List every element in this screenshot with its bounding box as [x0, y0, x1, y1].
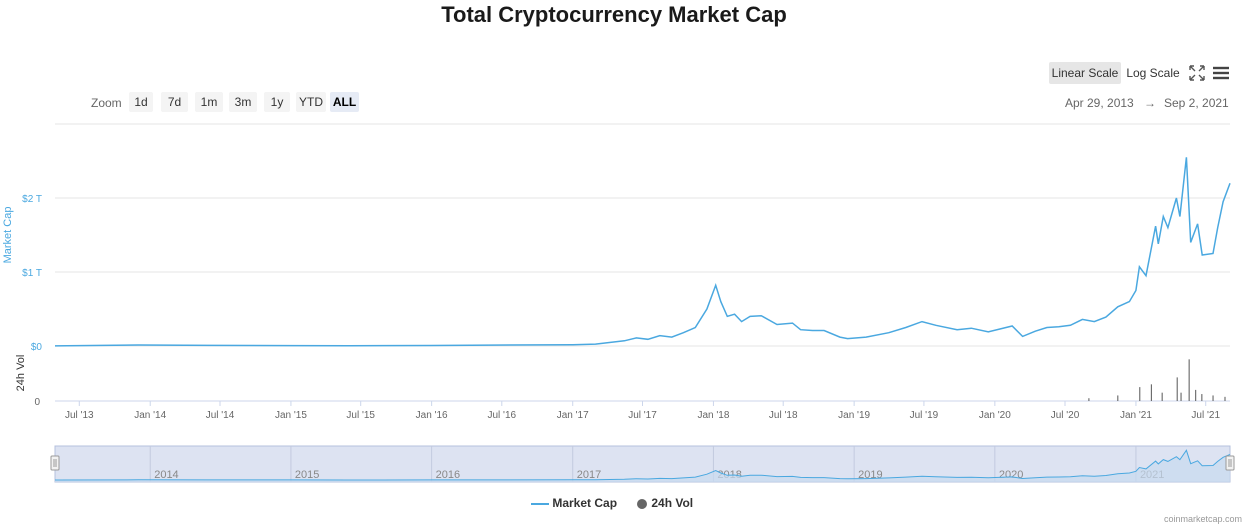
x-tick-label: Jul '17: [628, 410, 657, 421]
x-tick-label: Jul '21: [1191, 410, 1220, 421]
market-cap-line: [54, 157, 1231, 347]
x-tick-label: Jul '13: [65, 410, 94, 421]
x-tick-label: Jan '16: [416, 410, 448, 421]
x-tick-label: Jan '21: [1120, 410, 1152, 421]
x-tick-label: Jan '19: [838, 410, 870, 421]
credit: coinmarketcap.com: [1163, 514, 1242, 524]
zoom-label: Zoom: [91, 96, 122, 110]
zoom-1y-button[interactable]: 1y: [264, 92, 290, 112]
y-tick-label: $0: [31, 342, 43, 353]
x-tick-label: Jul '16: [487, 410, 516, 421]
navigator-handle-right[interactable]: [1225, 455, 1235, 471]
hamburger-menu-icon[interactable]: [1211, 63, 1231, 83]
legend-dot-icon: [637, 498, 647, 509]
zoom-ytd-button[interactable]: YTD: [296, 92, 326, 112]
navigator-area: [55, 450, 1230, 482]
zoom-1m-button[interactable]: 1m: [195, 92, 223, 112]
range-arrow: →: [1144, 96, 1156, 110]
y-tick-label: $1 T: [22, 268, 42, 279]
legend-market-cap[interactable]: Market Cap: [531, 496, 617, 510]
navigator-mask[interactable]: [54, 445, 1231, 483]
chart-title: Total Cryptocurrency Market Cap: [441, 2, 787, 27]
zoom-7d-button[interactable]: 7d: [161, 92, 188, 112]
log-scale-button[interactable]: Log Scale: [1126, 66, 1180, 80]
y-tick-label: $2 T: [22, 194, 42, 205]
range-from: Apr 29, 2013: [1065, 96, 1134, 110]
x-tick-label: Jan '18: [697, 410, 729, 421]
range-to: Sep 2, 2021: [1164, 96, 1229, 110]
y-axis-label: Market Cap: [2, 207, 14, 264]
legend-line-icon: [531, 502, 549, 505]
x-tick-label: Jul '19: [910, 410, 939, 421]
linear-scale-button[interactable]: Linear Scale: [1049, 62, 1121, 84]
zoom-3m-button[interactable]: 3m: [229, 92, 257, 112]
x-tick-label: Jan '14: [134, 410, 166, 421]
navigator-year-label: 2016: [436, 469, 460, 481]
volume-axis-label: 24h Vol: [15, 355, 27, 392]
volume-tick-label: 0: [34, 397, 40, 408]
x-tick-label: Jul '20: [1051, 410, 1080, 421]
legend-market-cap-label: Market Cap: [552, 496, 618, 510]
x-tick-label: Jan '20: [979, 410, 1011, 421]
legend-24h-vol[interactable]: 24h Vol: [636, 496, 693, 510]
navigator-year-label: 2015: [295, 469, 319, 481]
x-tick-label: Jan '17: [557, 410, 589, 421]
legend-24h-vol-label: 24h Vol: [651, 496, 694, 510]
navigator-line: [54, 449, 1231, 481]
zoom-1d-button[interactable]: 1d: [129, 92, 153, 112]
x-tick-label: Jul '14: [206, 410, 235, 421]
navigator-year-label: 2014: [154, 469, 178, 481]
x-tick-label: Jul '15: [346, 410, 375, 421]
navigator-year-label: 2017: [577, 469, 601, 481]
fullscreen-icon[interactable]: [1187, 63, 1207, 83]
x-tick-label: Jul '18: [769, 410, 798, 421]
zoom-all-button[interactable]: ALL: [330, 92, 359, 112]
navigator-handle-left[interactable]: [50, 455, 60, 471]
x-tick-label: Jan '15: [275, 410, 307, 421]
